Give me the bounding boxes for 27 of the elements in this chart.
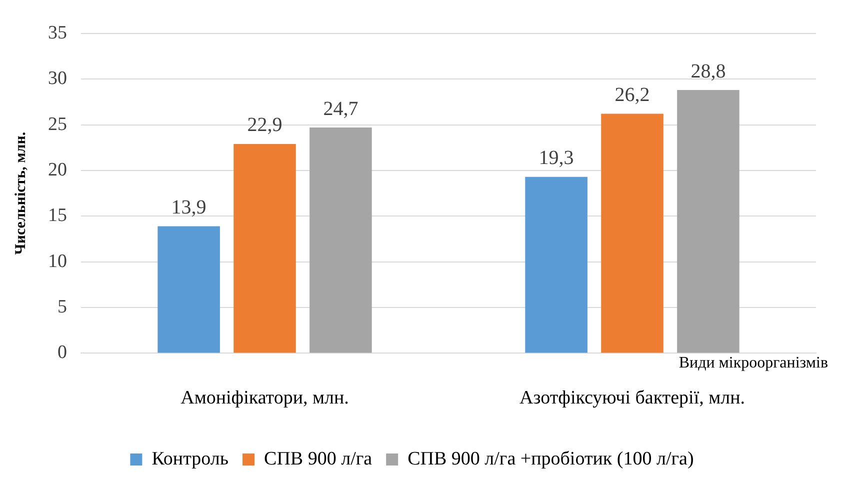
legend-label: СПВ 900 л/га xyxy=(264,448,373,470)
data-label: 28,8 xyxy=(690,60,726,82)
data-label: 26,2 xyxy=(614,84,650,106)
x-tick-label: Амоніфікатори, млн. xyxy=(180,388,349,409)
bar xyxy=(310,128,372,353)
data-label: 13,9 xyxy=(171,196,206,218)
y-tick-label: 35 xyxy=(48,22,67,44)
bar xyxy=(158,226,220,353)
data-label: 24,7 xyxy=(323,98,358,120)
y-tick-label: 10 xyxy=(48,250,67,272)
legend-label: Контроль xyxy=(152,448,229,470)
y-axis-title: Чисельність, млн. xyxy=(12,132,29,255)
y-tick-label: 5 xyxy=(58,296,67,318)
data-label: 19,3 xyxy=(538,147,574,170)
data-label: 22,9 xyxy=(247,114,282,136)
y-tick-label: 30 xyxy=(48,68,67,90)
legend-label: СПВ 900 л/га +пробіотик (100 л/га) xyxy=(408,448,694,470)
y-tick-label: 20 xyxy=(48,159,67,180)
y-tick-label: 15 xyxy=(48,205,67,226)
bar xyxy=(677,90,740,353)
x-axis-title: Види мікроорганізмів xyxy=(678,354,828,372)
x-tick-label: Азотфіксуючі бактерії, млн. xyxy=(519,388,746,409)
bar xyxy=(525,176,588,353)
y-tick-label: 0 xyxy=(58,342,67,364)
bar xyxy=(601,114,664,353)
y-tick-label: 25 xyxy=(48,114,67,135)
bar xyxy=(234,144,296,353)
